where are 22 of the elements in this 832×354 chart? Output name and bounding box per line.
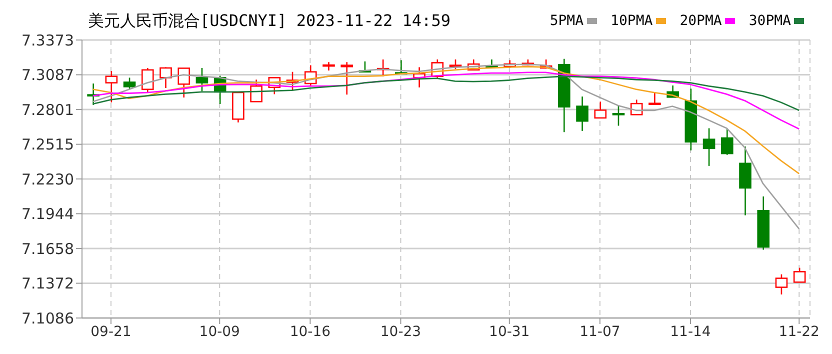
y-tick-label: 7.2230 (22, 170, 74, 188)
y-tick-label: 7.1944 (22, 205, 74, 224)
x-tick-label: 10-23 (380, 324, 422, 340)
y-tick-label: 7.2515 (22, 136, 74, 154)
x-tick-label: 11-14 (670, 324, 711, 340)
legend-label: 10PMA (610, 13, 653, 29)
y-tick-label: 7.2801 (22, 100, 74, 119)
x-tick-label: 10-16 (290, 324, 331, 340)
y-tick-label: 7.1086 (22, 309, 74, 328)
legend-label: 30PMA (748, 13, 791, 29)
y-tick-label: 7.3087 (22, 66, 74, 84)
y-tick-label: 7.3373 (22, 31, 74, 50)
y-tick-label: 7.1372 (22, 274, 74, 293)
legend-label: 20PMA (680, 13, 722, 29)
legend-label: 5PMA (550, 13, 584, 29)
y-tick-label: 7.1658 (22, 240, 74, 258)
x-tick-label: 11-07 (580, 324, 620, 340)
x-tick-label: 10-09 (199, 324, 240, 340)
chart-title: 美元人民币混合[USDCNYI] 2023-11-22 14:59 (88, 10, 450, 32)
x-tick-label: 09-21 (90, 324, 132, 340)
x-tick-label: 10-31 (489, 324, 530, 340)
x-tick-label: 11-22 (778, 324, 820, 340)
